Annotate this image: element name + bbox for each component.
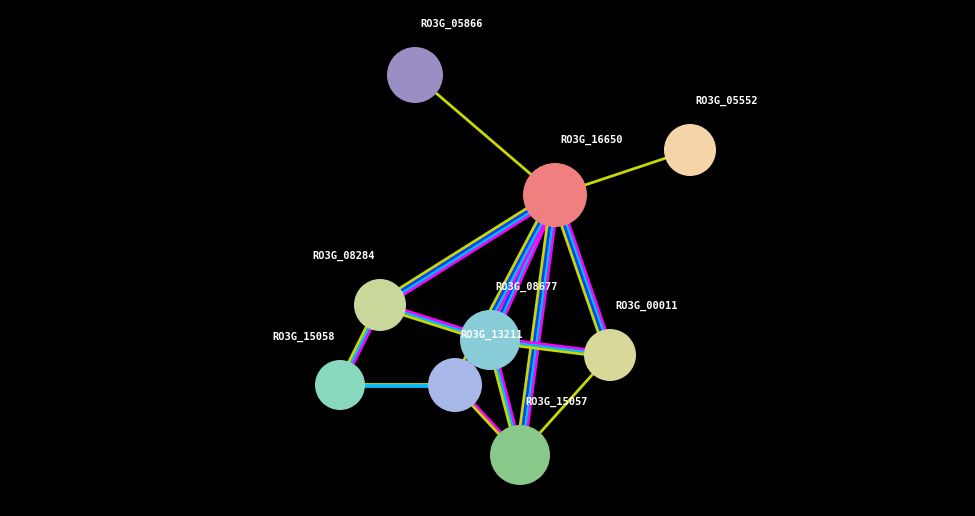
Text: RO3G_15057: RO3G_15057 xyxy=(525,397,588,407)
Text: RO3G_05552: RO3G_05552 xyxy=(695,96,758,106)
Text: RO3G_13211: RO3G_13211 xyxy=(460,330,523,340)
Circle shape xyxy=(490,425,550,485)
Circle shape xyxy=(664,124,716,176)
Circle shape xyxy=(523,163,587,227)
Text: RO3G_05866: RO3G_05866 xyxy=(420,19,483,29)
Circle shape xyxy=(584,329,636,381)
Circle shape xyxy=(315,360,365,410)
Text: RO3G_00011: RO3G_00011 xyxy=(615,301,678,311)
Text: RO3G_08677: RO3G_08677 xyxy=(495,282,558,292)
Text: RO3G_16650: RO3G_16650 xyxy=(560,135,622,145)
Text: RO3G_08284: RO3G_08284 xyxy=(313,251,375,261)
Circle shape xyxy=(428,358,482,412)
Circle shape xyxy=(354,279,406,331)
Circle shape xyxy=(460,310,520,370)
Text: RO3G_15058: RO3G_15058 xyxy=(272,332,335,342)
Circle shape xyxy=(387,47,443,103)
